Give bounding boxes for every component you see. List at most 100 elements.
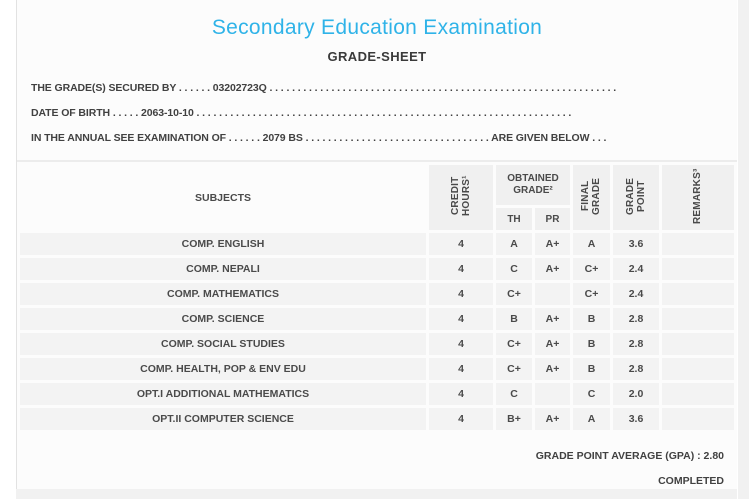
credit-hours-value: 4 [428,283,493,305]
theory-grade: B+ [495,408,532,430]
subject-name: OPT.I ADDITIONAL MATHEMATICS [20,383,426,405]
remarks-cell [662,308,734,330]
theory-grade: C [495,383,532,405]
table-row: COMP. SCIENCE 4 B A+ B 2.8 [20,308,734,330]
grade-point: 2.8 [613,308,659,330]
final-grade: B [573,308,610,330]
final-grade: C+ [573,258,610,280]
result-footer: GRADE POINT AVERAGE (GPA) : 2.80 COMPLET… [17,450,737,487]
page-right-margin [738,0,749,499]
grade-sheet-card: Secondary Education Examination GRADE-SH… [16,0,737,489]
theory-grade: C+ [495,358,532,380]
remarks-cell [662,358,734,380]
date-of-birth-line: DATE OF BIRTH . . . . . 2063-10-10 . . .… [31,101,676,126]
credit-hours-value: 4 [428,258,493,280]
practical-grade [534,283,570,305]
student-info-section: THE GRADE(S) SECURED BY . . . . . . 0320… [17,76,737,151]
exam-year-value: 2079 BS [262,132,303,144]
grades-secured-by-line: THE GRADE(S) SECURED BY . . . . . . 0320… [31,76,676,101]
table-row: COMP. HEALTH, POP & ENV EDU 4 C+ A+ B 2.… [20,358,734,380]
exam-year-line: IN THE ANNUAL SEE EXAMINATION OF . . . .… [31,126,676,151]
page-bottom-margin [16,489,737,499]
practical-grade: A+ [534,408,570,430]
grade-point: 2.0 [613,383,659,405]
remarks-cell [662,283,734,305]
remarks-column-header: REMARKS³ [662,165,734,230]
table-row: OPT.I ADDITIONAL MATHEMATICS 4 C C 2.0 [20,383,734,405]
practical-grade: A+ [534,233,570,255]
credit-hours-value: 4 [428,408,493,430]
credit-hours-value: 4 [428,233,493,255]
subject-name: COMP. NEPALI [20,258,426,280]
table-row: COMP. ENGLISH 4 A A+ A 3.6 [20,233,734,255]
theory-grade: A [495,233,532,255]
are-given-below-label: ARE GIVEN BELOW . . . [491,132,607,144]
completion-status: COMPLETED [658,475,724,487]
dots: . . . . . . [176,82,213,94]
credit-hours-value: 4 [428,333,493,355]
subject-name: COMP. ENGLISH [20,233,426,255]
obtained-grade-column-header: OBTAINED GRADE² [495,165,570,205]
symbol-number-value: 03202723Q [212,82,267,94]
subject-name: COMP. HEALTH, POP & ENV EDU [20,358,426,380]
practical-grade: A+ [534,258,570,280]
theory-grade: C [495,258,532,280]
remarks-cell [662,408,734,430]
gpa-summary: GRADE POINT AVERAGE (GPA) : 2.80 [535,450,724,462]
theory-grade: C+ [495,283,532,305]
theory-subcolumn-header: TH [495,208,532,230]
grade-point: 2.4 [613,258,659,280]
grades-table: SUBJECTS CREDIT HOURS¹ OBTAINED GRADE² F… [17,162,737,433]
subjects-column-header: SUBJECTS [194,191,251,204]
grades-secured-by-label: THE GRADE(S) SECURED BY [31,82,177,94]
credit-hours-column-header: CREDIT HOURS¹ [428,165,493,230]
remarks-cell [662,233,734,255]
theory-grade: C+ [495,333,532,355]
grade-point: 2.8 [613,358,659,380]
subject-name: COMP. SCIENCE [20,308,426,330]
dots: . . . . . . [225,132,263,144]
exam-year-label: IN THE ANNUAL SEE EXAMINATION OF [31,132,226,144]
grade-point: 3.6 [613,233,659,255]
final-grade-column-header: FINAL GRADE [573,165,610,230]
table-row: COMP. MATHEMATICS 4 C+ C+ 2.4 [20,283,734,305]
credit-hours-value: 4 [428,358,493,380]
final-grade: A [573,408,610,430]
grade-point: 2.8 [613,333,659,355]
subject-name: COMP. SOCIAL STUDIES [20,333,426,355]
dots: . . . . . . . . . . . . . . . . . . . . … [193,107,572,119]
table-row: COMP. SOCIAL STUDIES 4 C+ A+ B 2.8 [20,333,734,355]
remarks-cell [662,383,734,405]
final-grade: C+ [573,283,610,305]
final-grade: B [573,358,610,380]
practical-grade [534,383,570,405]
credit-hours-value: 4 [428,383,493,405]
practical-subcolumn-header: PR [534,208,570,230]
table-row: COMP. NEPALI 4 C A+ C+ 2.4 [20,258,734,280]
dots: . . . . . . . . . . . . . . . . . . . . … [266,82,617,94]
theory-grade: B [495,308,532,330]
practical-grade: A+ [534,358,570,380]
grade-sheet-heading: GRADE-SHEET [327,49,427,64]
practical-grade: A+ [534,308,570,330]
date-of-birth-label: DATE OF BIRTH [31,107,110,119]
dots: . . . . . . . . . . . . . . . . . . . . … [302,132,492,144]
practical-grade: A+ [534,333,570,355]
dots: . . . . . [110,107,141,119]
remarks-cell [662,333,734,355]
final-grade: B [573,333,610,355]
subject-name: OPT.II COMPUTER SCIENCE [20,408,426,430]
grade-point: 3.6 [613,408,659,430]
subject-name: COMP. MATHEMATICS [20,283,426,305]
credit-hours-value: 4 [428,308,493,330]
final-grade: A [573,233,610,255]
date-of-birth-value: 2063-10-10 [141,107,194,119]
remarks-cell [662,258,734,280]
grade-point: 2.4 [613,283,659,305]
final-grade: C [573,383,610,405]
page-title: Secondary Education Examination [211,16,543,39]
table-top-edge [17,160,737,162]
table-row: OPT.II COMPUTER SCIENCE 4 B+ A+ A 3.6 [20,408,734,430]
grade-point-column-header: GRADE POINT [613,165,659,230]
